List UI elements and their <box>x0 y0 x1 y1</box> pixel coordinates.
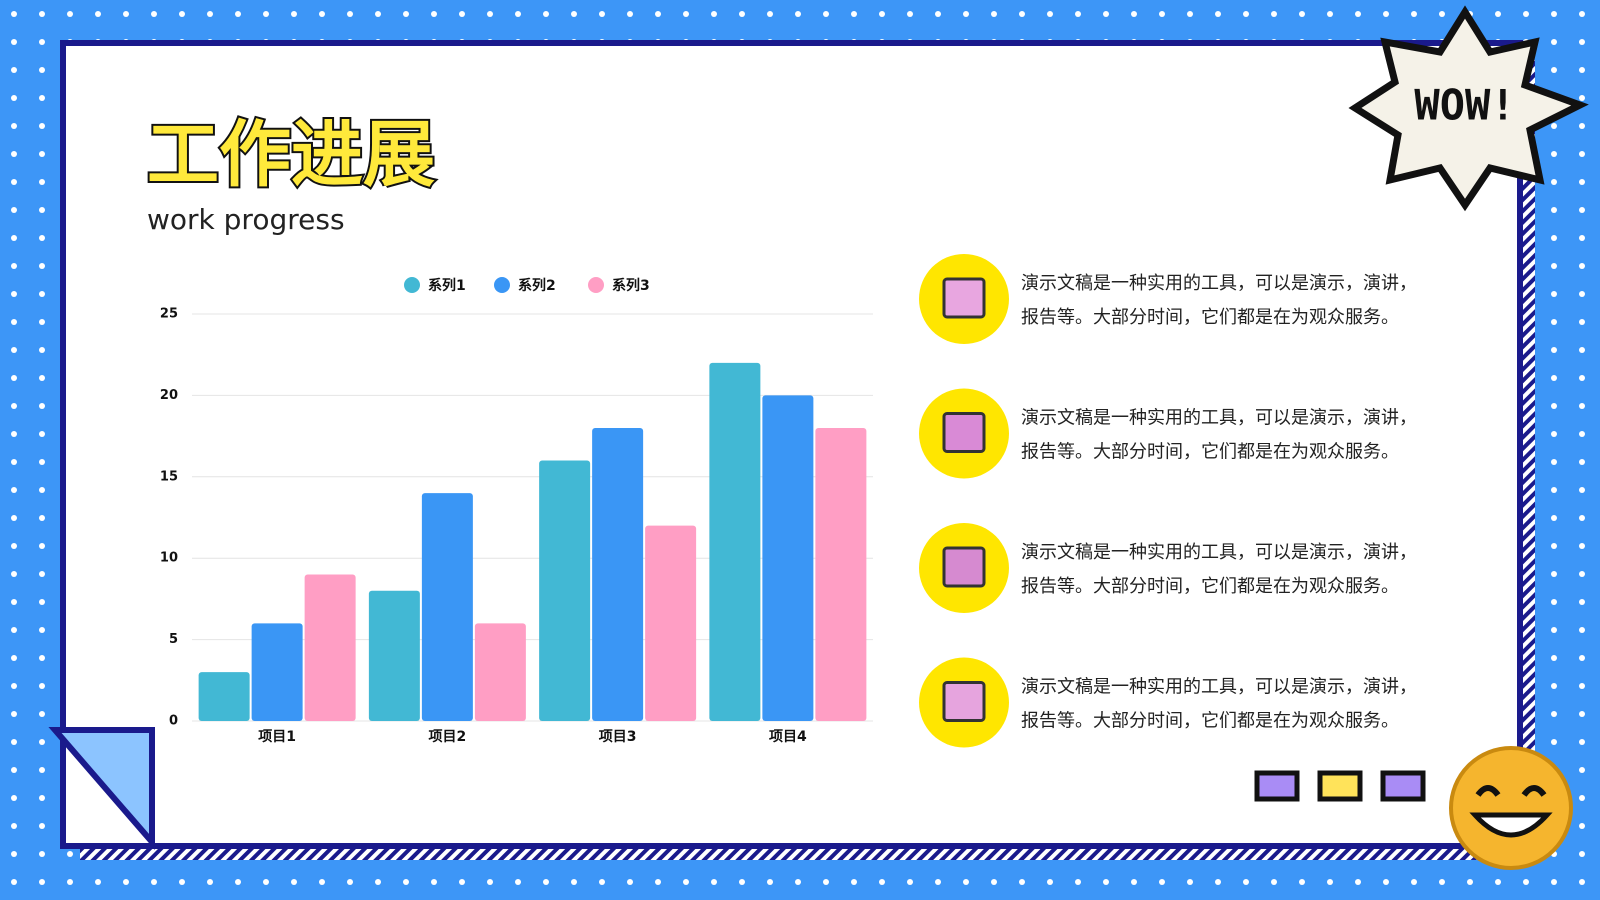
bar <box>421 493 473 721</box>
legend-swatch <box>494 277 510 293</box>
bar <box>815 427 867 721</box>
y-tick-label: 5 <box>169 632 178 647</box>
icon <box>942 546 986 588</box>
x-tick-label: 项目3 <box>599 729 637 745</box>
bar <box>709 362 761 721</box>
item-text: 演示文稿是一种实用的工具，可以是演示，演讲， <box>1021 542 1417 563</box>
wow-badge <box>1348 5 1589 212</box>
legend-label: 系列3 <box>612 277 650 294</box>
bar <box>592 427 644 721</box>
folded-corner <box>48 727 155 851</box>
item-text: 报告等。大部分时间，它们都是在为观众服务。 <box>1021 307 1399 328</box>
bar <box>539 460 591 721</box>
bar <box>368 590 420 721</box>
legend-label: 系列1 <box>428 277 466 294</box>
x-tick-label: 项目1 <box>258 729 296 745</box>
legend-swatch <box>588 277 604 293</box>
icon <box>942 412 986 453</box>
badge-text: WOW! <box>1414 81 1515 130</box>
x-tick-label: 项目2 <box>429 729 467 745</box>
subtitle: work progress <box>147 203 345 236</box>
icon <box>942 681 986 722</box>
title: 工作进展 <box>147 113 435 197</box>
bar <box>645 525 697 721</box>
y-tick-label: 20 <box>160 388 178 403</box>
legend-label: 系列2 <box>518 277 556 294</box>
item-text: 演示文稿是一种实用的工具，可以是演示，演讲， <box>1021 273 1417 294</box>
y-tick-label: 25 <box>160 307 178 322</box>
item-text: 演示文稿是一种实用的工具，可以是演示，演讲， <box>1021 408 1417 429</box>
y-tick-label: 15 <box>160 469 178 484</box>
legend-swatch <box>404 277 420 293</box>
smiley <box>1449 746 1573 870</box>
bar <box>474 623 526 721</box>
y-tick-label: 10 <box>160 551 178 566</box>
decor-squares <box>1254 770 1426 802</box>
bar <box>198 672 250 721</box>
bar <box>762 395 814 721</box>
x-tick-label: 项目4 <box>769 729 807 745</box>
icon <box>942 277 986 319</box>
y-tick-label: 0 <box>169 714 178 729</box>
bar <box>251 623 303 721</box>
item-text: 演示文稿是一种实用的工具，可以是演示，演讲， <box>1021 677 1417 698</box>
item-text: 报告等。大部分时间，它们都是在为观众服务。 <box>1021 576 1399 597</box>
bar <box>304 574 356 721</box>
item-text: 报告等。大部分时间，它们都是在为观众服务。 <box>1021 711 1399 732</box>
item-text: 报告等。大部分时间，它们都是在为观众服务。 <box>1021 442 1399 463</box>
